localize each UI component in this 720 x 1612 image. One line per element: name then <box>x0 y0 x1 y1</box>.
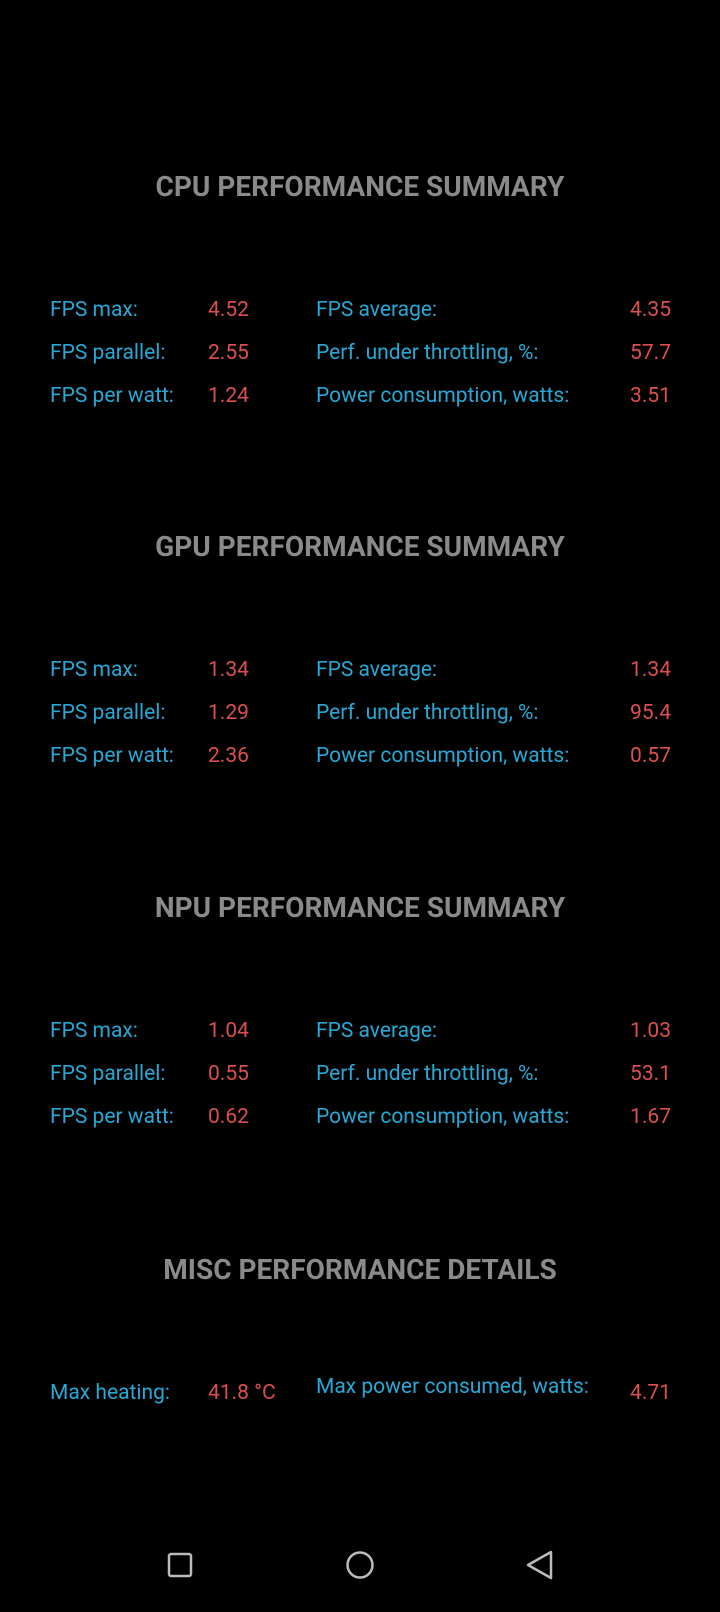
metric-value: 3.51 <box>630 384 671 408</box>
metric-value: 0.55 <box>208 1062 249 1086</box>
section-title: NPU PERFORMANCE SUMMARY <box>154 891 566 924</box>
metric-value: 1.29 <box>208 701 249 725</box>
metric-label: FPS max: <box>50 1019 138 1043</box>
metric-value: 4.52 <box>208 298 249 322</box>
metric-label: Perf. under throttling, %: <box>316 701 539 725</box>
metric-value: 41.8 °C <box>208 1381 276 1405</box>
metric-value: 1.24 <box>208 384 249 408</box>
nav-bar <box>167 1550 553 1580</box>
metric-label: Max power consumed, watts: <box>316 1375 589 1399</box>
metric-value: 2.36 <box>208 744 249 768</box>
metric-label: Max heating: <box>50 1381 170 1405</box>
metric-label: FPS parallel: <box>50 1062 166 1086</box>
metric-value: 0.57 <box>630 744 671 768</box>
home-button[interactable] <box>346 1551 374 1579</box>
metric-label: FPS per watt: <box>50 384 174 408</box>
metric-label: FPS average: <box>316 658 438 682</box>
metric-value: 1.34 <box>630 658 671 682</box>
metric-value: 57.7 <box>630 341 671 365</box>
metric-value: 0.62 <box>208 1105 249 1129</box>
metric-label: Power consumption, watts: <box>316 1105 570 1129</box>
metric-value: 95.4 <box>630 701 671 725</box>
metric-value: 4.35 <box>630 298 671 322</box>
section-title: CPU PERFORMANCE SUMMARY <box>155 170 565 203</box>
metric-label: Perf. under throttling, %: <box>316 341 539 365</box>
metric-label: FPS max: <box>50 658 138 682</box>
metric-label: FPS max: <box>50 298 138 322</box>
metric-value: 2.55 <box>208 341 249 365</box>
metric-value: 1.04 <box>208 1019 249 1043</box>
metric-label: FPS average: <box>316 1019 438 1043</box>
metric-label: FPS parallel: <box>50 701 166 725</box>
metric-label: Power consumption, watts: <box>316 384 570 408</box>
metric-value: 53.1 <box>630 1062 671 1086</box>
metric-value: 4.71 <box>630 1381 671 1405</box>
metric-label: Perf. under throttling, %: <box>316 1062 539 1086</box>
section-title: GPU PERFORMANCE SUMMARY <box>155 530 565 563</box>
recents-button[interactable] <box>167 1552 193 1578</box>
section-title: MISC PERFORMANCE DETAILS <box>163 1253 557 1286</box>
metric-value: 1.03 <box>630 1019 671 1043</box>
metric-value: 1.34 <box>208 658 249 682</box>
metric-label: FPS average: <box>316 298 438 322</box>
metric-label: FPS per watt: <box>50 744 174 768</box>
metric-label: FPS per watt: <box>50 1105 174 1129</box>
metric-value: 1.67 <box>630 1105 671 1129</box>
metric-label: Power consumption, watts: <box>316 744 570 768</box>
metric-label: FPS parallel: <box>50 341 166 365</box>
back-button[interactable] <box>526 1550 553 1580</box>
